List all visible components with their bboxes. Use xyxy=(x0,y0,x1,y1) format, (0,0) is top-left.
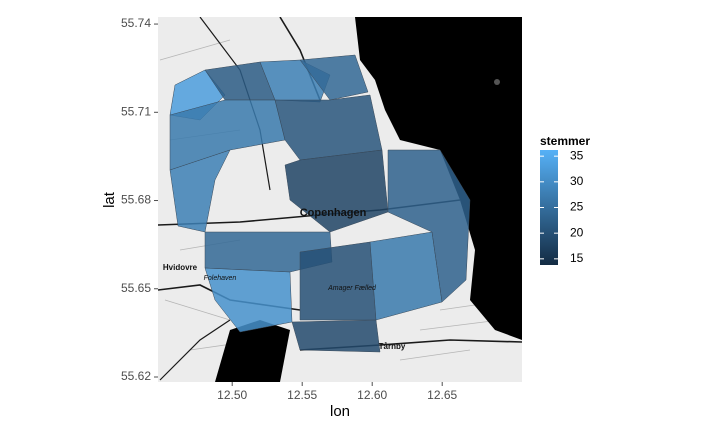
y-tick-label: 55.74 xyxy=(121,16,151,30)
legend-tick-label: 25 xyxy=(570,200,584,214)
district xyxy=(204,267,293,333)
district xyxy=(169,149,231,233)
x-tick-label: 12.55 xyxy=(287,388,317,402)
road xyxy=(159,319,231,381)
place-label: Amager Fælled xyxy=(327,285,377,292)
legend-tick-label: 30 xyxy=(570,174,584,188)
place-label: Copenhagen xyxy=(300,207,367,219)
x-tick-label: 12.50 xyxy=(217,388,247,402)
y-axis-title: lat xyxy=(101,191,118,208)
district xyxy=(291,319,381,353)
y-tick-label: 55.65 xyxy=(121,281,151,295)
place-label: Tårnby xyxy=(379,342,406,351)
place-label: Hvidovre xyxy=(163,263,198,272)
legend-title: stemmer xyxy=(540,134,590,148)
legend-tick-label: 20 xyxy=(570,225,584,239)
district xyxy=(299,54,369,101)
place-labels: Copenhagen Hvidovre Folehaven Amager Fælled… xyxy=(163,207,406,351)
legend-tick-label: 35 xyxy=(570,148,584,162)
x-tick-label: 12.65 xyxy=(427,388,457,402)
sea xyxy=(355,17,522,340)
x-axis-title: lon xyxy=(330,403,350,420)
harbour-water xyxy=(215,320,290,382)
x-tick-label: 12.60 xyxy=(357,388,387,402)
colorbar xyxy=(540,150,558,265)
island xyxy=(494,79,500,85)
y-tick-label: 55.68 xyxy=(121,193,151,207)
district xyxy=(387,149,471,303)
legend-tick-label: 15 xyxy=(570,251,584,265)
districts xyxy=(169,54,471,353)
y-tick-label: 55.71 xyxy=(121,104,151,118)
place-label: Folehaven xyxy=(204,275,237,282)
district xyxy=(299,241,377,321)
y-tick-label: 55.62 xyxy=(121,369,151,383)
